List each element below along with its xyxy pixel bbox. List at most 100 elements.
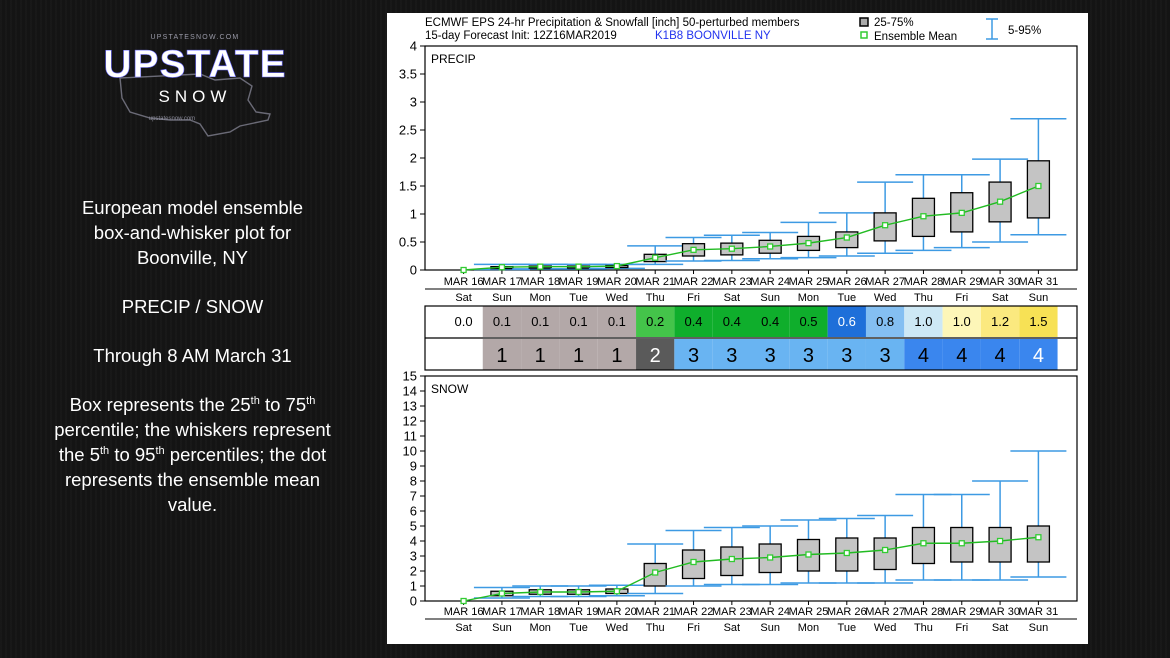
snow-x-date-label: MAR 26 [827, 606, 867, 618]
precip-y-tick-label: 3.5 [399, 67, 417, 82]
snow-y-tick-label: 12 [403, 414, 417, 429]
snow-x-day-label: Sun [1029, 622, 1049, 634]
snow-x-day-label: Sun [760, 622, 780, 634]
snow-x-day-label: Fri [687, 622, 700, 634]
snow-box [1026, 525, 1051, 563]
precip-table-rank-value: 1 [535, 345, 546, 367]
precip-table-rank-value: 3 [803, 345, 814, 367]
precip-table-rank-cell [712, 339, 751, 370]
snow-x-date-label: MAR 30 [980, 606, 1020, 618]
precip-y-tick-label: 0.5 [399, 235, 417, 250]
precip-table-cell [1019, 306, 1058, 337]
snow-x-day-label: Sat [455, 622, 472, 634]
precip-x-date-label: MAR 21 [635, 276, 675, 288]
snow-x-date-label: MAR 18 [520, 606, 560, 618]
precip-mean-marker [996, 198, 1004, 205]
precip-table-value: 0.4 [761, 314, 779, 329]
precip-table-rank-cell [751, 339, 790, 370]
precip-table-value: 0.5 [799, 314, 817, 329]
precip-table-rank-cell [636, 339, 675, 370]
chart-station: K1B8 BOONVILLE NY [655, 30, 771, 42]
snow-mean-marker [690, 558, 697, 566]
legend-whisker-label: 5-95% [1008, 25, 1041, 37]
precip-mean-marker [805, 239, 812, 247]
description-valid-time: Through 8 AM March 31 [93, 345, 292, 366]
precip-mean-marker [498, 264, 506, 271]
snow-mean-marker [767, 554, 774, 561]
logo-sub: SNOW [159, 87, 232, 106]
precip-series: 0 0.5 1 1.5 2 2.5 3 3.5 4 MAR 16 Sat MAR 17 Sun MAR 1… [399, 39, 1077, 304]
precip-table-rank-cell [521, 339, 560, 370]
precip-table-cell [980, 306, 1020, 337]
snow-y-tick-label: 4 [410, 534, 417, 549]
snow-mean-marker [498, 590, 506, 597]
snow-x-date-label: MAR 29 [942, 606, 982, 618]
snow-y-tick-label: 11 [404, 429, 418, 444]
precip-mean-marker [920, 213, 927, 220]
snow-x-day-label: Mon [530, 622, 551, 634]
logo-graphic: UPSTATESNOW.COM UPSTATE SNOW upstatesnow… [103, 34, 286, 137]
precip-y-tick-label: 3 [410, 95, 417, 110]
precip-x-day-label: Sun [1029, 292, 1049, 304]
precip-table-rank-cell [482, 339, 522, 370]
precip-table-value: 0.1 [608, 314, 626, 329]
precip-table-rank-cell [444, 339, 483, 370]
snow-panel-label: SNOW [431, 382, 469, 396]
snow-y-tick-label: 8 [410, 474, 417, 489]
precip-panel-label: PRECIP [431, 52, 476, 66]
new-york-state-outline [119, 73, 271, 137]
legend-box-label: 25-75% [874, 17, 914, 29]
precip-table-rank-value: 4 [1033, 345, 1044, 367]
snow-mean-marker [881, 546, 889, 554]
precip-table-rank-cell [674, 339, 713, 370]
snow-x-day-label: Sat [992, 622, 1009, 634]
legend-mean-label: Ensemble Mean [874, 31, 957, 43]
snow-x-day-label: Tue [569, 622, 588, 634]
precip-x-date-label: MAR 20 [597, 276, 637, 288]
precip-table-value: 1.2 [991, 314, 1009, 329]
precip-box [1026, 160, 1051, 219]
precip-table-rank-cell [980, 339, 1020, 370]
ensemble-chart: ECMWF EPS 24-hr Precipitation & Snowfall… [399, 17, 1078, 634]
precip-table-rank-cell [942, 339, 981, 370]
logo-url-bottom: upstatesnow.com [149, 116, 195, 122]
snow-mean-marker [537, 588, 544, 596]
snow-y-tick-label: 5 [410, 519, 417, 534]
precip-x-date-label: MAR 28 [904, 276, 944, 288]
snow-mean-marker [652, 569, 659, 576]
precip-mean-marker [690, 246, 697, 253]
precip-table-value: 0.4 [723, 314, 741, 329]
legend-mean-swatch [860, 31, 868, 39]
precip-x-day-label: Wed [874, 292, 896, 304]
snow-x-day-label: Wed [606, 622, 628, 634]
precip-table-rank-value: 4 [918, 345, 929, 367]
precip-x-date-label: MAR 16 [444, 276, 484, 288]
snow-box [873, 537, 897, 571]
logo-name: UPSTATE [103, 43, 286, 86]
snow-mean-marker [1035, 534, 1042, 541]
precip-y-tick-label: 2 [410, 151, 417, 166]
snow-mean-marker [805, 551, 812, 558]
precip-x-day-label: Fri [955, 292, 968, 304]
snow-mean-marker [575, 588, 582, 596]
precip-table-cell [789, 306, 828, 337]
description-line: Boonville, NY [136, 247, 249, 268]
precip-table-value: 1.5 [1029, 314, 1047, 329]
snow-x-date-label: MAR 31 [1019, 606, 1059, 618]
precip-x-day-label: Mon [798, 292, 819, 304]
snow-x-day-label: Fri [955, 622, 968, 634]
snow-plot-frame [424, 375, 1078, 602]
snow-x-date-label: MAR 25 [789, 606, 829, 618]
precip-table-cell [521, 306, 560, 337]
logo-url-top: UPSTATESNOW.COM [151, 34, 240, 41]
precip-mean-marker [575, 263, 582, 270]
snow-y-tick-label: 2 [410, 564, 417, 579]
precip-x-day-label: Mon [530, 292, 551, 304]
precip-table-cell [559, 306, 598, 337]
snow-y-tick-label: 14 [403, 384, 417, 399]
snow-x-date-label: MAR 22 [674, 606, 714, 618]
precip-x-day-label: Wed [606, 292, 628, 304]
precip-table-value: 0.1 [493, 314, 511, 329]
precip-x-day-label: Thu [646, 292, 665, 304]
